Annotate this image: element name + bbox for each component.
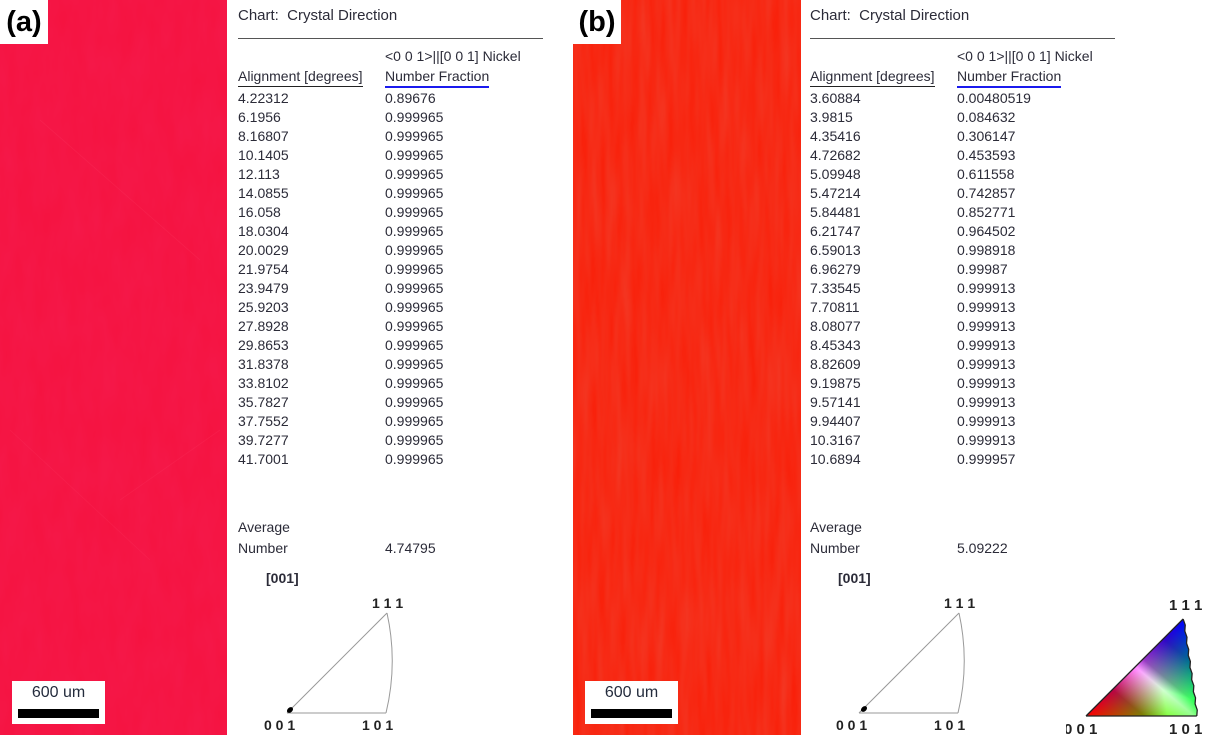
svg-text:0 0 1: 0 0 1 [1066, 721, 1097, 735]
svg-text:0 0 1: 0 0 1 [836, 717, 867, 733]
svg-text:1 1 1: 1 1 1 [1169, 597, 1202, 614]
svg-text:0 0 1: 0 0 1 [264, 717, 295, 733]
svg-text:1 1 1: 1 1 1 [372, 598, 403, 611]
svg-text:1 0 1: 1 0 1 [362, 717, 393, 733]
svg-text:1 1 1: 1 1 1 [944, 598, 975, 611]
svg-text:1 0 1: 1 0 1 [1169, 721, 1202, 735]
svg-text:1 0 1: 1 0 1 [934, 717, 965, 733]
